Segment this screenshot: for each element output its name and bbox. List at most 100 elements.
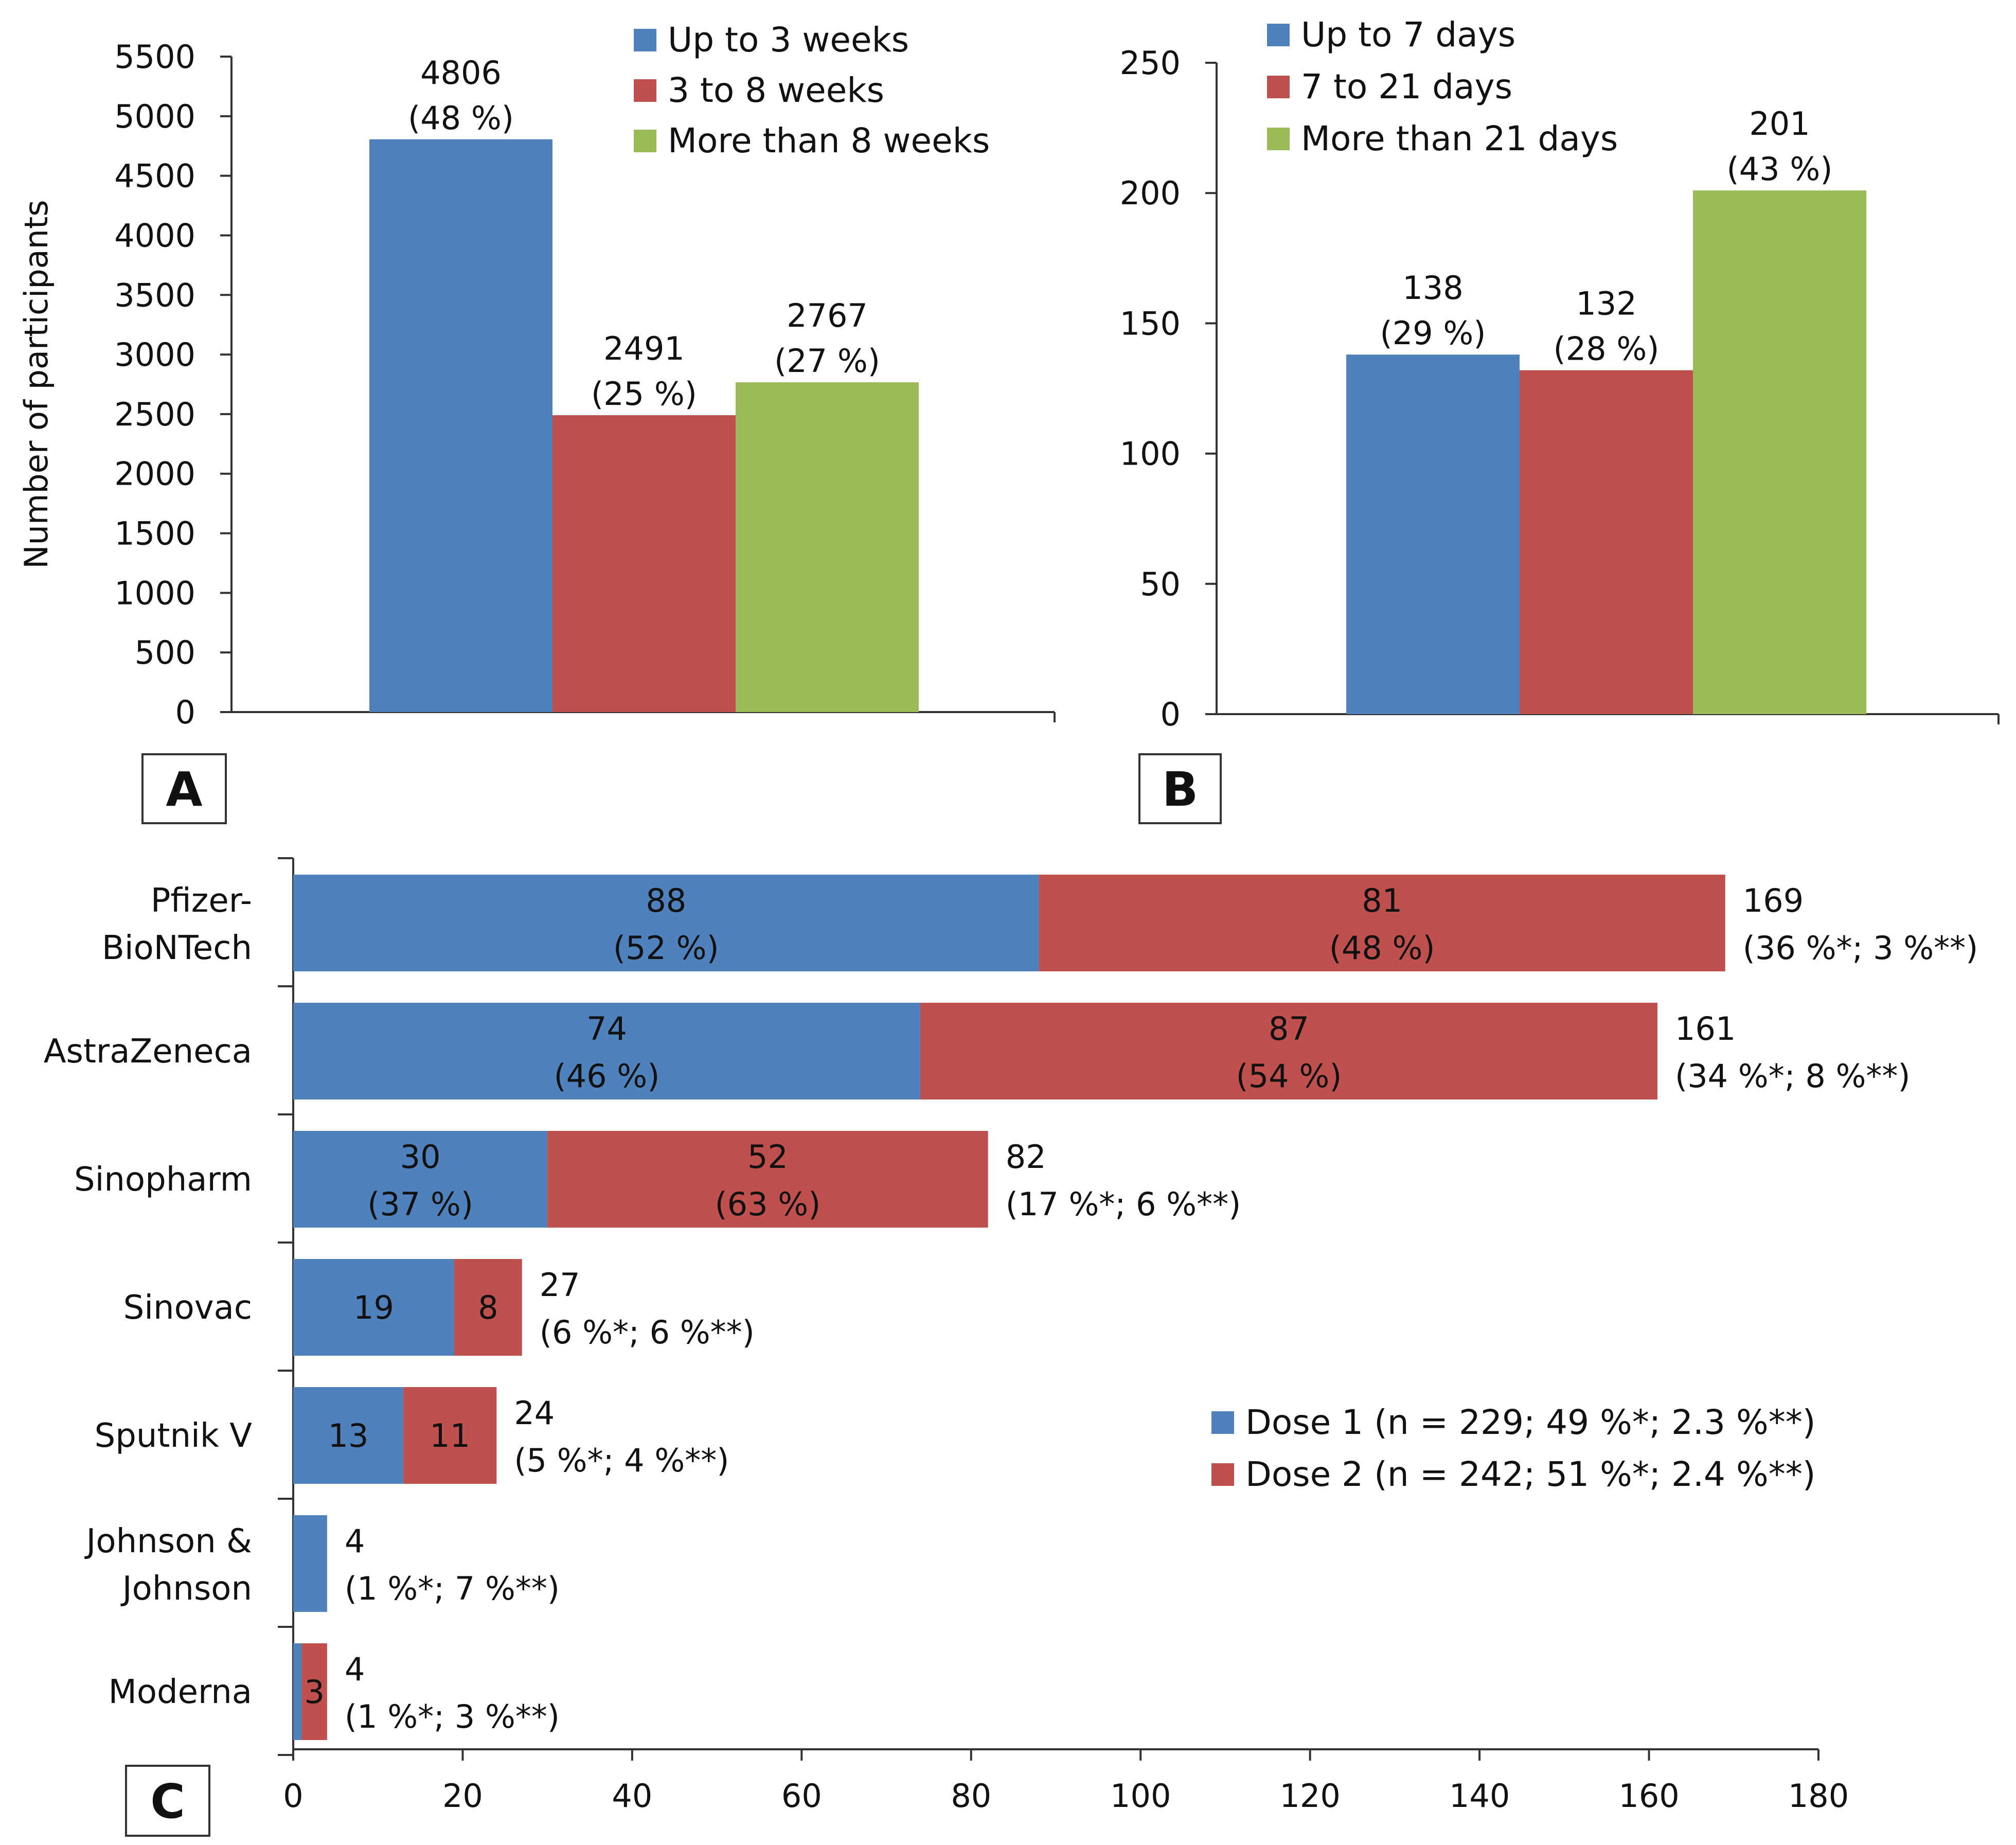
panel-a-legend-swatch (634, 29, 656, 51)
panel-c-dose1-label-percent: (52 %) (613, 929, 719, 967)
panel-b-legend-label: 7 to 21 days (1301, 67, 1512, 107)
panel-c-x-tick-label: 140 (1449, 1777, 1510, 1815)
panel-c-legend-swatch (1211, 1411, 1234, 1434)
panel-a-y-tick-label: 2000 (114, 455, 195, 493)
panel-c-dose1-label: 13 (328, 1417, 369, 1454)
panel-a-bar-count-label: 2491 (603, 330, 685, 367)
panel-a-bar-percent-label: (27 %) (774, 342, 880, 380)
panel-c-total-note: (5 %*; 4 %**) (514, 1442, 729, 1479)
panel-a-chart: 0 500 1000 1500 2000 2500 3000 3500 4000 4500 5000… (17, 20, 1056, 731)
panel-c-bar-dose1 (293, 1643, 302, 1740)
panel-a-y-tick-label: 1500 (114, 515, 195, 553)
panel-c-total-label: 82 (1006, 1138, 1046, 1176)
panel-c-total-note: (6 %*; 6 %**) (540, 1314, 755, 1351)
panel-a-legend-swatch (634, 79, 656, 102)
panel-c-total-label: 4 (345, 1651, 365, 1688)
panel-c-bar-dose2 (403, 1387, 497, 1484)
panel-a-y-tick-label: 4500 (114, 157, 195, 195)
panel-b-chart: 0 50 100 150 200 250 138 (29 %) Up to 7 days 132 (… (1120, 15, 2000, 733)
panel-c-bar-dose1 (293, 1387, 404, 1484)
panel-a-y-tick-label: 4000 (114, 217, 195, 254)
panel-c-bar-dose2 (301, 1643, 327, 1740)
panel-c-x-tick-label: 60 (781, 1777, 822, 1815)
panel-c-category-label: Moderna (109, 1673, 252, 1711)
panel-c-dose1-label: 74 (586, 1010, 627, 1048)
panel-c-dose2-label: 87 (1269, 1010, 1309, 1048)
panel-c-dose2-label: 81 (1362, 882, 1402, 919)
panel-c-total-label: 169 (1743, 882, 1804, 919)
panel-b-legend-swatch (1267, 24, 1290, 46)
panel-b-bar (1346, 354, 1520, 714)
panel-a-legend-swatch (634, 130, 656, 152)
panel-c-dose1-label: 30 (400, 1138, 441, 1176)
panel-c-bar-dose1 (293, 1131, 548, 1228)
panel-c-bar-dose2 (547, 1131, 988, 1228)
panel-c-bar-dose2 (454, 1259, 522, 1356)
panel-b-label: B (1162, 762, 1198, 817)
panel-c-bar-dose1 (293, 1515, 327, 1612)
panel-b-bar-percent-label: (43 %) (1727, 150, 1833, 188)
panel-b-legend-swatch (1267, 76, 1290, 98)
panel-c-bar-dose1 (293, 1003, 920, 1099)
panel-c-dose1-label-percent: (46 %) (554, 1057, 660, 1095)
panel-c-category-label: Sinopharm (74, 1161, 252, 1199)
panel-c-bar-dose1 (293, 1259, 454, 1356)
panel-c-x-tick-label: 160 (1618, 1777, 1679, 1815)
panel-c-category-label: Sinovac (123, 1289, 252, 1327)
panel-c-x-tick-label: 80 (951, 1777, 991, 1815)
panel-b-bar (1520, 370, 1693, 714)
panel-c-total-note: (1 %*; 7 %**) (345, 1570, 560, 1607)
panel-a-label-box (141, 753, 227, 824)
panel-b-bar (1693, 190, 1866, 714)
panel-a-y-axis-title: Number of participants (17, 200, 55, 569)
panel-b-bar-count-label: 132 (1576, 285, 1636, 323)
panel-b-y-tick-label: 200 (1120, 174, 1181, 212)
panel-b-legend-swatch (1267, 128, 1290, 150)
panel-c-total-label: 4 (345, 1522, 365, 1560)
panel-c-label-box (125, 1765, 210, 1837)
panel-c-category-label: AstraZeneca (44, 1033, 252, 1071)
panel-c-legend-swatch (1211, 1463, 1234, 1486)
panel-a-legend-label: 3 to 8 weeks (668, 70, 884, 110)
panel-a-bar-percent-label: (48 %) (408, 99, 514, 137)
panel-c-total-label: 27 (540, 1266, 580, 1304)
panel-c-x-tick-label: 100 (1110, 1777, 1171, 1815)
panel-c-category-label: BioNTech (102, 929, 252, 967)
panel-c-x-tick-label: 0 (283, 1777, 303, 1815)
panel-a-y-tick-label: 5500 (114, 38, 195, 76)
panel-c-dose2-label-percent: (63 %) (715, 1185, 820, 1223)
panel-c-x-tick-label: 20 (442, 1777, 483, 1815)
panel-b-label-box (1138, 753, 1222, 824)
panel-b-bar-count-label: 201 (1749, 105, 1810, 143)
panel-c-dose1-label: 19 (353, 1289, 394, 1326)
panel-c-chart: 0 20 40 60 80 100 120 140 160 180 Pfizer- BioNTech 8… (44, 857, 1978, 1815)
panel-b-bar-count-label: 138 (1402, 269, 1463, 307)
panel-b-y-tick-label: 0 (1161, 696, 1181, 733)
panel-a-y-tick-label: 500 (135, 634, 195, 671)
panel-a-y-tick-label: 2500 (114, 396, 195, 433)
panel-c-dose2-label: 52 (747, 1138, 788, 1176)
panel-c-total-note: (17 %*; 6 %**) (1006, 1185, 1241, 1223)
panel-c-dose1-label: 88 (646, 882, 686, 919)
panel-b-y-tick-label: 150 (1120, 305, 1181, 342)
panel-c-legend-label: Dose 1 (n = 229; 49 %*; 2.3 %**) (1245, 1403, 1815, 1442)
panel-a-bar (369, 139, 552, 713)
panel-c-legend-label: Dose 2 (n = 242; 51 %*; 2.4 %**) (1245, 1454, 1815, 1494)
panel-c-label: C (150, 1774, 185, 1829)
panel-b-bar-percent-label: (29 %) (1380, 314, 1486, 352)
panel-a-y-tick-label: 3000 (114, 336, 195, 374)
panel-a-legend-label: More than 8 weeks (668, 121, 990, 161)
panel-c-x-tick-label: 120 (1279, 1777, 1340, 1815)
panel-b-legend-label: Up to 7 days (1301, 15, 1515, 55)
panel-c-x-tick-label: 40 (612, 1777, 652, 1815)
panel-c-category-label: Sputnik V (95, 1417, 253, 1455)
panel-a-bar (736, 382, 919, 712)
panel-a-y-tick-label: 5000 (114, 98, 195, 135)
panel-c-dose1-label-percent: (37 %) (367, 1185, 473, 1223)
panel-c-dose2-label-percent: (54 %) (1236, 1057, 1342, 1095)
panel-c-category-label: Pfizer- (151, 882, 252, 920)
panel-a-bar (552, 415, 736, 712)
panel-a-y-tick-label: 1000 (114, 574, 195, 612)
panel-c-total-label: 161 (1675, 1010, 1736, 1048)
